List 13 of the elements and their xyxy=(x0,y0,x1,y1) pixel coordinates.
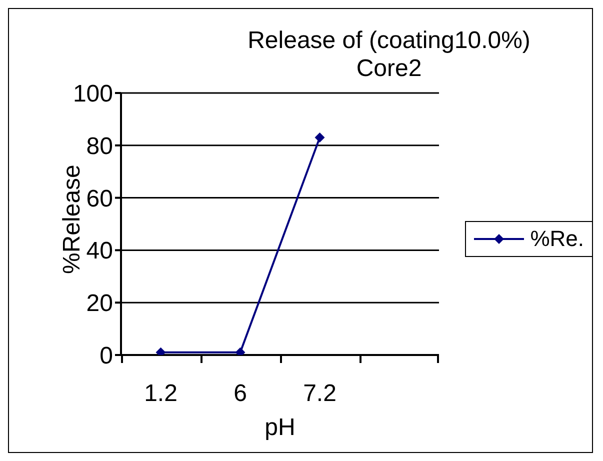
y-tick-label: 60 xyxy=(86,185,113,212)
x-axis-title: pH xyxy=(264,414,296,441)
legend-label: %Re. xyxy=(530,226,584,252)
chart-title: Release of (coating10.0%) Core2 xyxy=(246,27,532,83)
y-tick-label: 80 xyxy=(86,132,113,160)
y-tick-label: 20 xyxy=(86,290,113,318)
y-tick-label: 40 xyxy=(86,238,113,265)
y-axis-title: %Release xyxy=(58,164,86,274)
x-tick-label: 6 xyxy=(234,380,247,407)
y-tick-label: 0 xyxy=(100,342,113,370)
y-tick-label: 100 xyxy=(72,80,113,108)
x-tick-label: 7.2 xyxy=(303,380,336,407)
x-tick-label: 1.2 xyxy=(144,380,178,407)
